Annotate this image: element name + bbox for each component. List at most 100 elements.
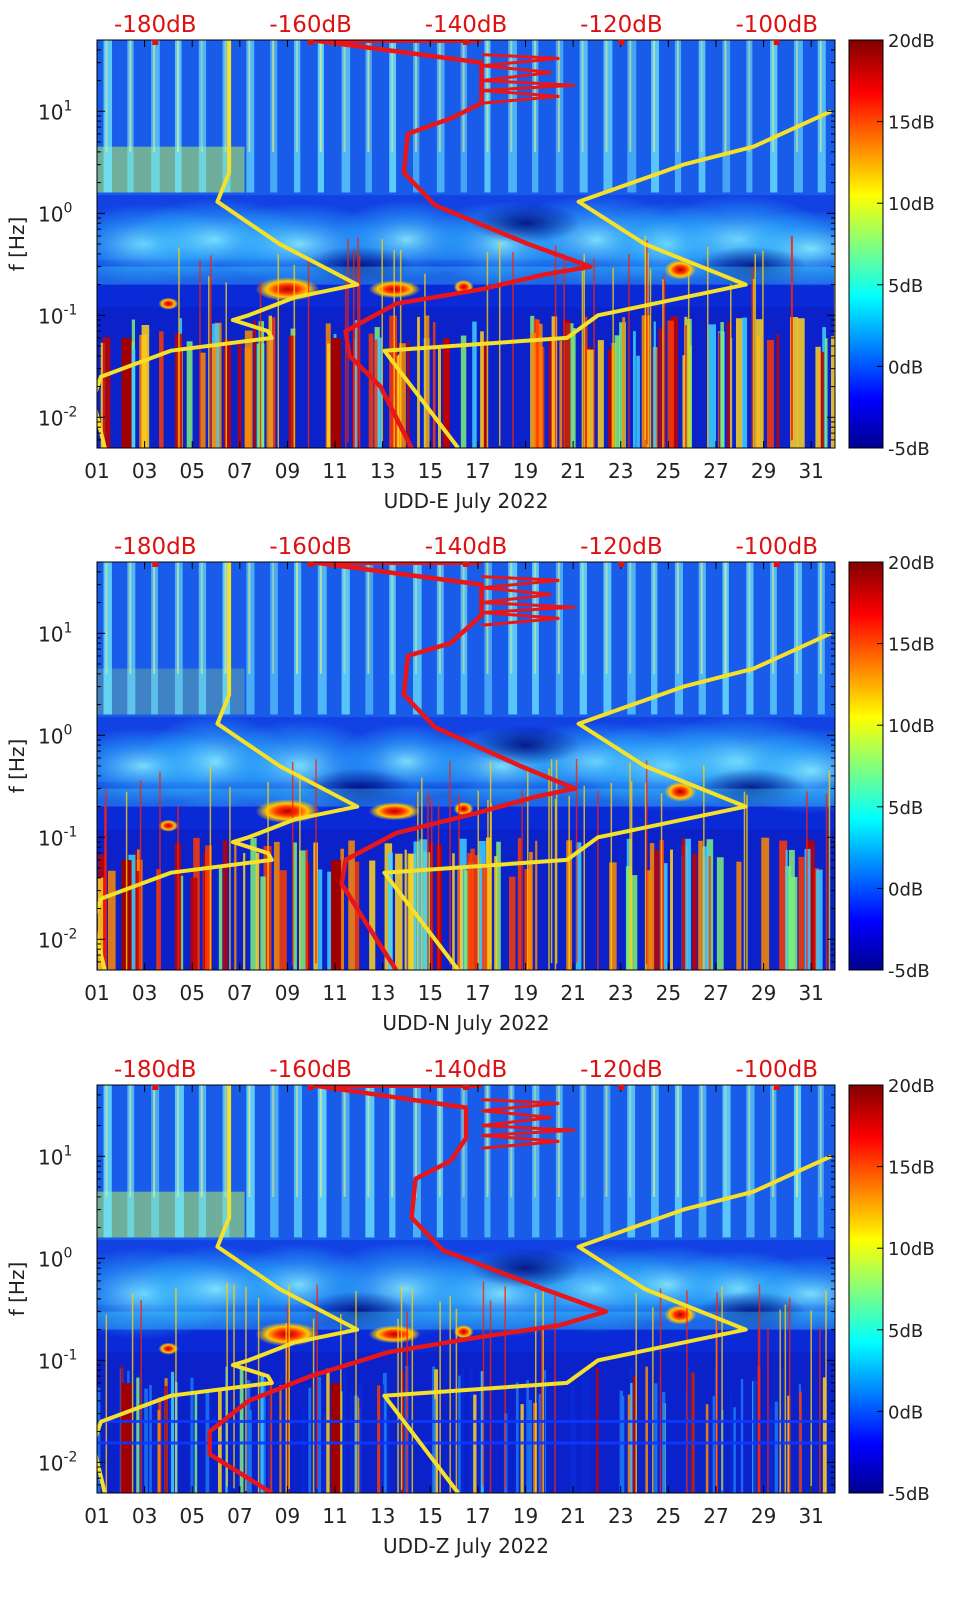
colorbar-label: 5dB [888,1321,923,1342]
colorbar-label: 5dB [888,276,923,297]
colorbar-label: 0dB [888,879,923,900]
x-tick-label: 29 [751,1504,776,1528]
x-tick-label: 25 [656,1504,681,1528]
top-axis-db-label: -120dB [580,534,663,560]
x-tick-label: 23 [608,1504,633,1528]
x-tick-label: 15 [418,981,443,1005]
top-axis-db-label: -140dB [425,1057,508,1083]
top-axis-db-label: -140dB [425,12,508,38]
colorbar-label: 0dB [888,357,923,378]
y-tick-label: 10-2 [38,926,77,952]
x-tick-label: 07 [227,981,252,1005]
top-axis-db-tick [152,562,159,567]
x-tick-label: 11 [322,459,347,483]
y-axis-label: f [Hz] [5,739,29,794]
x-tick-label: 15 [418,459,443,483]
x-tick-label: 19 [513,459,538,483]
y-tick-label: 100 [38,722,72,748]
x-tick-label: 19 [513,981,538,1005]
colorbar-label: -5dB [888,439,930,460]
y-tick-label: 101 [38,620,72,646]
top-axis-db-tick [773,40,780,45]
x-tick-label: 05 [179,981,204,1005]
top-axis-db-tick [307,40,314,45]
colorbar: 20dB 15dB 10dB 5dB 0dB -5dB [848,31,935,460]
x-tick-label: 21 [560,981,585,1005]
x-tick-label: 27 [703,1504,728,1528]
x-tick-label: 05 [179,1504,204,1528]
x-tick-label: 09 [275,981,300,1005]
x-tick-label: 23 [608,981,633,1005]
x-tick-label: 07 [227,1504,252,1528]
noise-model-line [382,631,832,970]
top-axis-db-label: -180dB [114,1057,197,1083]
x-tick-label: 21 [560,459,585,483]
y-tick-label: 10-1 [38,824,77,850]
top-axis-db-tick [152,40,159,45]
y-tick-label: 101 [38,1143,72,1169]
top-axis-db-tick [152,1085,159,1090]
spectrogram-image [97,40,835,448]
top-axis-db-label: -140dB [425,534,508,560]
noise-model-line [382,1154,832,1493]
x-tick-label: 25 [656,981,681,1005]
y-tick-label: 10-1 [38,1347,77,1373]
median-psd-line [310,562,578,970]
x-tick-label: 01 [84,459,109,483]
top-axis-db-tick [618,1085,625,1090]
x-tick-label: 17 [465,459,490,483]
colorbar: 20dB 15dB 10dB 5dB 0dB -5dB [848,553,935,982]
x-tick-label: 11 [322,981,347,1005]
colorbar-label: -5dB [888,961,930,982]
top-axis-db-label: -160dB [269,534,352,560]
median-psd-line [207,1085,609,1493]
x-tick-label: 09 [275,1504,300,1528]
x-tick-label: 03 [132,1504,157,1528]
top-axis-db-label: -180dB [114,12,197,38]
top-axis-db-tick [618,562,625,567]
median-psd-line [481,1098,575,1150]
top-axis-db-tick [463,40,469,45]
noise-model-line [97,40,360,448]
x-tick-label: 27 [703,981,728,1005]
x-tick-label: 21 [560,1504,585,1528]
x-tick-label: 23 [608,459,633,483]
top-axis-db-label: -160dB [269,12,352,38]
colorbar-label: 0dB [888,1402,923,1423]
top-axis-db-tick [773,562,780,567]
colorbar-label: 15dB [888,113,935,134]
top-axis-db-label: -100dB [735,534,818,560]
y-tick-label: 10-2 [38,1449,77,1475]
x-tick-label: 17 [465,981,490,1005]
x-tick-label: 31 [798,981,823,1005]
noise-model-line [97,1085,360,1493]
y-axis-label: f [Hz] [5,217,29,272]
top-axis-db-label: -120dB [580,1057,663,1083]
top-axis-db-label: -120dB [580,12,663,38]
x-tick-label: 19 [513,1504,538,1528]
spectrogram-image [97,1085,835,1493]
x-tick-label: 07 [227,459,252,483]
median-psd-line [481,575,575,627]
spectrogram-panel: 10-2 10-1 100 101 01 03 05 07 09 11 13 15 17 19 21 23 25… [5,12,935,513]
y-tick-label: 10-1 [38,302,77,328]
colorbar-label: 15dB [888,635,935,656]
spectrogram-image [97,562,835,970]
top-axis-db-tick [307,562,314,567]
spectrogram-panel: 10-2 10-1 100 101 01 03 05 07 09 11 13 15 17 19 21 23 25… [5,534,935,1035]
colorbar-label: 20dB [888,1076,935,1097]
top-axis-db-tick [618,40,625,45]
top-axis-db-tick [463,1085,469,1090]
y-axis-label: f [Hz] [5,1262,29,1317]
top-axis-db-label: -100dB [735,12,818,38]
y-tick-label: 101 [38,98,72,124]
colorbar: 20dB 15dB 10dB 5dB 0dB -5dB [848,1076,935,1505]
x-tick-label: 03 [132,459,157,483]
top-axis-db-tick [307,1085,314,1090]
top-axis-db-tick [463,562,469,567]
y-tick-label: 100 [38,200,72,226]
colorbar-label: 10dB [888,194,935,215]
colorbar-label: 20dB [888,553,935,574]
x-tick-label: 15 [418,1504,443,1528]
